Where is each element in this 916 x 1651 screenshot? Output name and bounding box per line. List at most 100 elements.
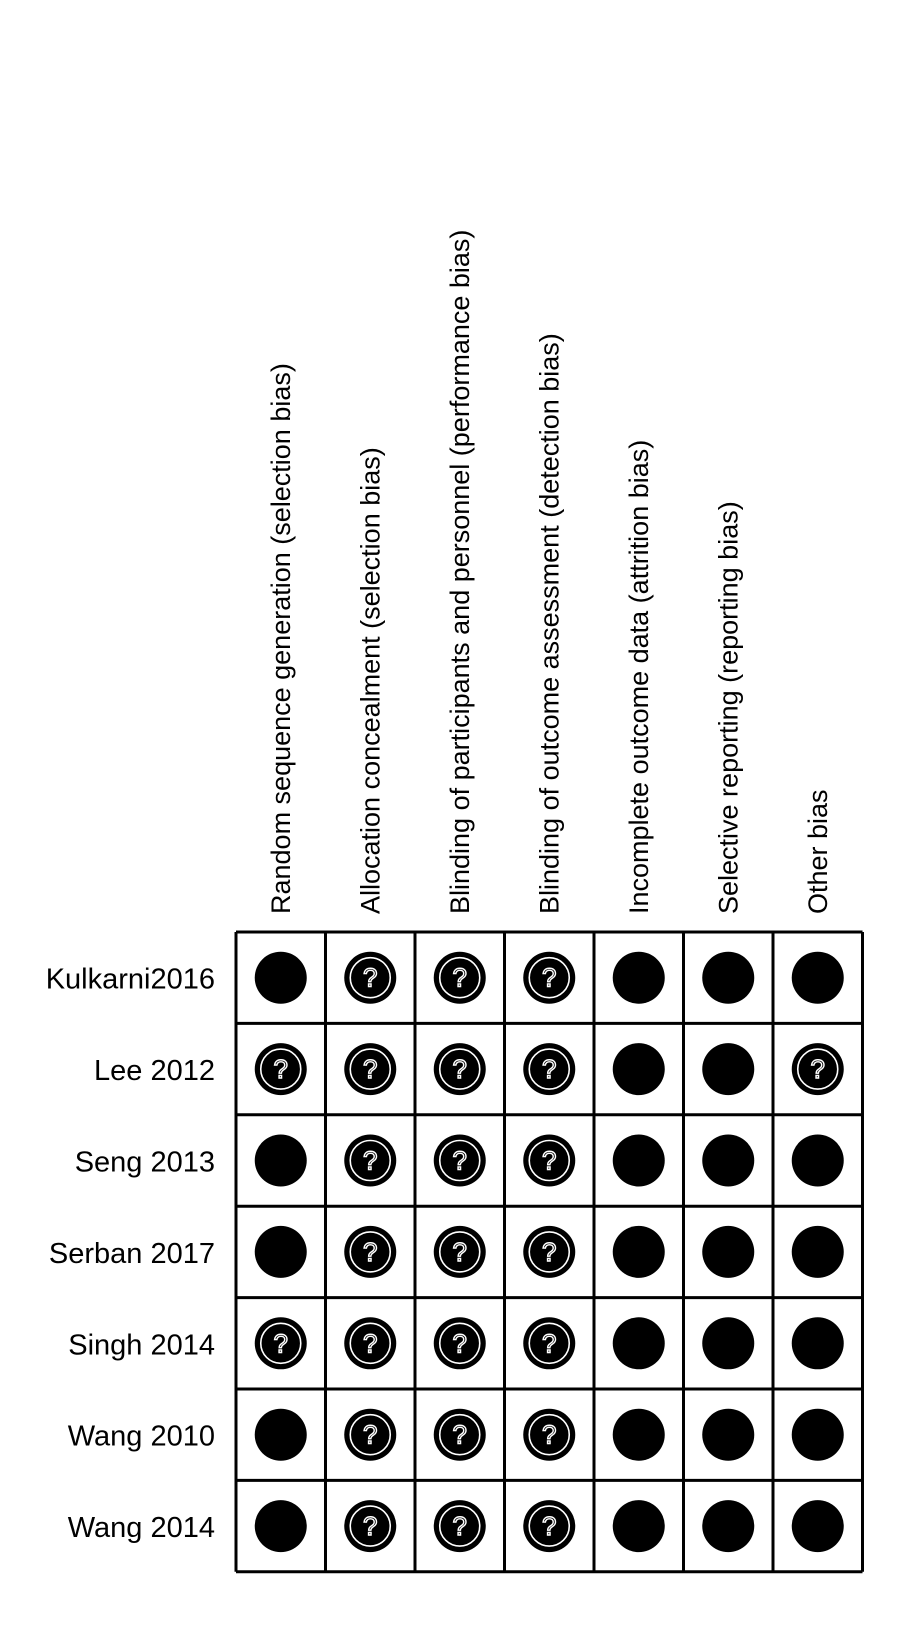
judgement-cells: ????????????????????????	[254, 951, 844, 1553]
judgement-dot	[702, 951, 755, 1004]
unclear-symbol: ?	[811, 1054, 825, 1084]
unclear-symbol-ring	[349, 1048, 392, 1090]
unclear-symbol: ?	[274, 1054, 288, 1084]
judgement-wang-2010-col-1-low	[254, 1408, 307, 1461]
column-label-blinding-of-outcome-assessment-detection-bias: Blinding of outcome assessment (detectio…	[534, 333, 564, 914]
judgement-serban-2017-col-1-low	[254, 1225, 307, 1278]
judgement-seng-2013-col-2-unclear: ?	[344, 1134, 397, 1187]
judgement-wang-2014-col-2-unclear: ?	[344, 1500, 397, 1553]
judgement-seng-2013-col-7-low	[791, 1134, 844, 1187]
unclear-symbol: ?	[542, 1146, 556, 1176]
judgement-dot	[523, 951, 576, 1004]
unclear-symbol-ring	[438, 1505, 481, 1547]
judgement-singh-2014-col-1-unclear: ?	[254, 1317, 307, 1370]
judgement-dot	[791, 1043, 844, 1096]
judgement-wang-2010-col-3-unclear: ?	[433, 1408, 486, 1461]
judgement-dot	[254, 1408, 307, 1461]
unclear-symbol: ?	[542, 963, 556, 993]
unclear-symbol-ring	[438, 1413, 481, 1456]
judgement-dot	[254, 1500, 307, 1553]
judgement-dot	[344, 1500, 397, 1553]
column-label-allocation-concealment-selection-bias: Allocation concealment (selection bias)	[355, 447, 385, 914]
judgement-lee-2012-col-6-low	[702, 1043, 755, 1096]
row-label-wang-2010: Wang 2010	[68, 1421, 215, 1453]
unclear-symbol-ring	[528, 1139, 571, 1182]
unclear-symbol-ring	[438, 1139, 481, 1182]
judgement-dot	[523, 1317, 576, 1370]
unclear-symbol-ring	[259, 1322, 302, 1365]
column-label-selective-reporting-reporting-bias: Selective reporting (reporting bias)	[713, 501, 743, 914]
unclear-symbol: ?	[453, 1420, 467, 1450]
unclear-symbol-ring	[349, 1505, 392, 1547]
judgement-lee-2012-col-1-unclear: ?	[254, 1043, 307, 1096]
unclear-symbol-ring	[349, 1413, 392, 1456]
unclear-symbol-ring	[349, 1322, 392, 1365]
judgement-dot	[702, 1225, 755, 1278]
row-label-wang-2014: Wang 2014	[68, 1512, 215, 1544]
unclear-symbol-ring	[438, 1322, 481, 1365]
judgement-wang-2010-col-4-unclear: ?	[523, 1408, 576, 1461]
judgement-dot	[344, 1225, 397, 1278]
unclear-symbol: ?	[453, 1237, 467, 1267]
judgement-seng-2013-col-1-low	[254, 1134, 307, 1187]
unclear-symbol: ?	[363, 1146, 377, 1176]
judgement-dot	[612, 951, 665, 1004]
unclear-symbol: ?	[542, 1420, 556, 1450]
judgement-dot	[523, 1225, 576, 1278]
judgement-singh-2014-col-7-low	[791, 1317, 844, 1370]
row-label-singh-2014: Singh 2014	[68, 1329, 215, 1361]
unclear-symbol-ring	[259, 1048, 302, 1090]
column-label-random-sequence-generation-selection-bias: Random sequence generation (selection bi…	[266, 363, 296, 914]
judgement-wang-2010-col-7-low	[791, 1408, 844, 1461]
judgement-seng-2013-col-5-low	[612, 1134, 665, 1187]
unclear-symbol: ?	[274, 1328, 288, 1358]
unclear-symbol: ?	[453, 1328, 467, 1358]
judgement-dot	[523, 1408, 576, 1461]
judgement-wang-2014-col-4-unclear: ?	[523, 1500, 576, 1553]
judgement-wang-2014-col-7-low	[791, 1500, 844, 1553]
judgement-singh-2014-col-5-low	[612, 1317, 665, 1370]
judgement-dot	[254, 1043, 307, 1096]
judgement-lee-2012-col-5-low	[612, 1043, 665, 1096]
judgement-serban-2017-col-5-low	[612, 1225, 665, 1278]
judgement-kulkarni2016-col-2-unclear: ?	[344, 951, 397, 1004]
unclear-symbol-ring	[796, 1048, 839, 1090]
judgement-serban-2017-col-6-low	[702, 1225, 755, 1278]
judgement-lee-2012-col-3-unclear: ?	[433, 1043, 486, 1096]
unclear-symbol: ?	[542, 1511, 556, 1541]
judgement-wang-2010-col-2-unclear: ?	[344, 1408, 397, 1461]
judgement-dot	[344, 951, 397, 1004]
unclear-symbol: ?	[363, 1511, 377, 1541]
unclear-symbol: ?	[542, 1054, 556, 1084]
unclear-symbol: ?	[363, 963, 377, 993]
unclear-symbol-ring	[528, 1505, 571, 1547]
judgement-kulkarni2016-col-6-low	[702, 951, 755, 1004]
judgement-dot	[344, 1408, 397, 1461]
judgement-wang-2010-col-5-low	[612, 1408, 665, 1461]
row-label-serban-2017: Serban 2017	[49, 1238, 215, 1270]
judgement-singh-2014-col-3-unclear: ?	[433, 1317, 486, 1370]
judgement-serban-2017-col-2-unclear: ?	[344, 1225, 397, 1278]
row-label-lee-2012: Lee 2012	[94, 1055, 215, 1087]
judgement-kulkarni2016-col-4-unclear: ?	[523, 951, 576, 1004]
unclear-symbol: ?	[453, 1146, 467, 1176]
judgement-kulkarni2016-col-1-low	[254, 951, 307, 1004]
judgement-dot	[523, 1043, 576, 1096]
row-labels: Kulkarni2016 Lee 2012 Seng 2013 Serban 2017…	[46, 964, 215, 1544]
judgement-dot	[612, 1225, 665, 1278]
unclear-symbol: ?	[363, 1054, 377, 1084]
judgement-dot	[702, 1043, 755, 1096]
judgement-dot	[612, 1043, 665, 1096]
judgement-seng-2013-col-3-unclear: ?	[433, 1134, 486, 1187]
unclear-symbol-ring	[438, 1231, 481, 1273]
unclear-symbol-ring	[528, 1322, 571, 1365]
judgement-dot	[344, 1317, 397, 1370]
unclear-symbol-ring	[528, 1413, 571, 1456]
judgement-dot	[791, 951, 844, 1004]
judgement-singh-2014-col-4-unclear: ?	[523, 1317, 576, 1370]
judgement-dot	[433, 1408, 486, 1461]
unclear-symbol-ring	[438, 1048, 481, 1090]
judgement-dot	[612, 1500, 665, 1553]
column-label-blinding-of-participants-and-personnel-performance-bias: Blinding of participants and personnel (…	[445, 230, 475, 914]
unclear-symbol: ?	[542, 1237, 556, 1267]
